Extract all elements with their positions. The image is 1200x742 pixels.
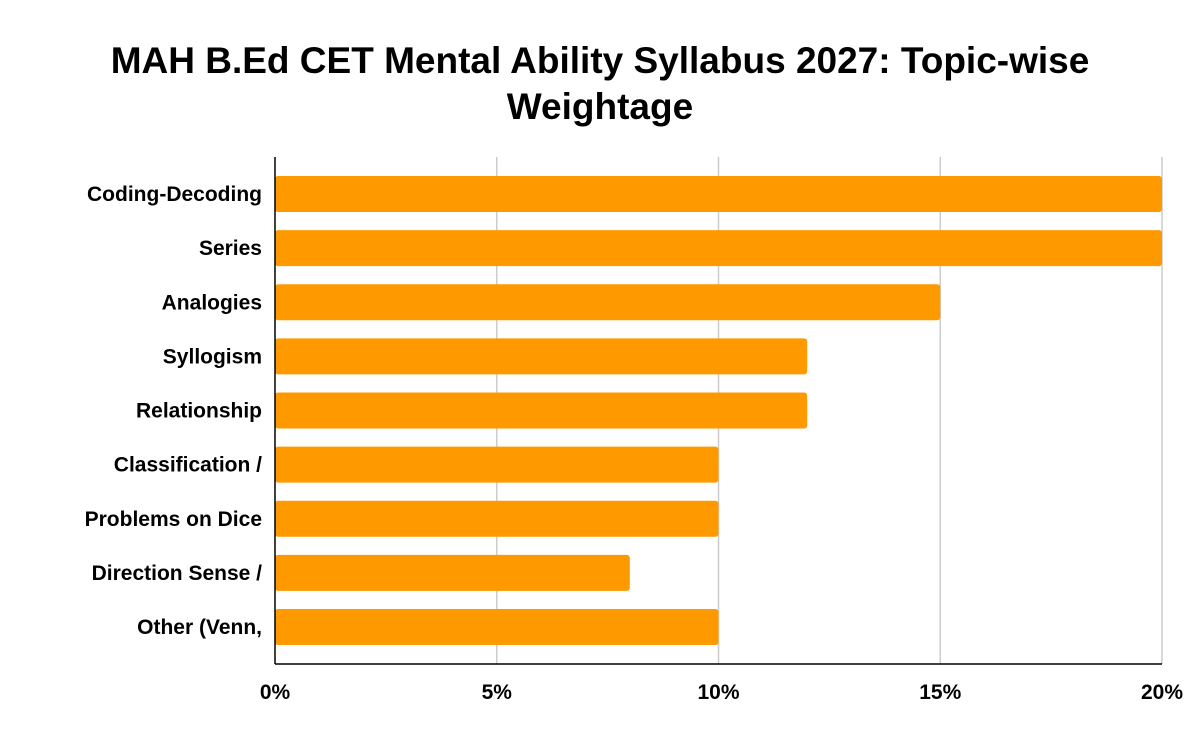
- category-label: Relationship: [136, 400, 262, 423]
- bar-8: [275, 554, 630, 591]
- category-labels: Coding-Decoding Series Analogies Syllogism R…: [85, 183, 263, 639]
- category-label: Series: [199, 237, 262, 260]
- bar-1: [275, 176, 1162, 212]
- x-tick-label: 20%: [1141, 681, 1183, 704]
- x-tick-labels: 0% 5% 10% 15% 20%: [260, 681, 1184, 704]
- category-label: Problems on Dice: [85, 508, 262, 531]
- category-label: Analogies: [162, 291, 262, 314]
- category-label: Syllogism: [163, 345, 262, 368]
- category-label: Other (Venn,: [137, 616, 262, 639]
- axes: [274, 157, 1162, 665]
- x-tick-label: 15%: [919, 681, 961, 704]
- category-label: Direction Sense /: [92, 562, 263, 585]
- chart-title: MAH B.Ed CET Mental Ability Syllabus 202…: [110, 40, 1090, 127]
- x-tick-label: 5%: [482, 681, 513, 704]
- category-label: Coding-Decoding: [87, 183, 262, 206]
- bar-7: [275, 500, 719, 537]
- bar-9: [275, 609, 719, 645]
- bar-4: [275, 338, 808, 375]
- category-label: Classification /: [114, 454, 262, 477]
- x-tick-label: 0%: [260, 681, 291, 704]
- x-tick-label: 10%: [697, 681, 739, 704]
- bar-2: [275, 230, 1162, 267]
- bar-3: [275, 284, 941, 321]
- bars: [275, 176, 1162, 645]
- bar-6: [275, 446, 719, 483]
- bar-5: [275, 392, 808, 429]
